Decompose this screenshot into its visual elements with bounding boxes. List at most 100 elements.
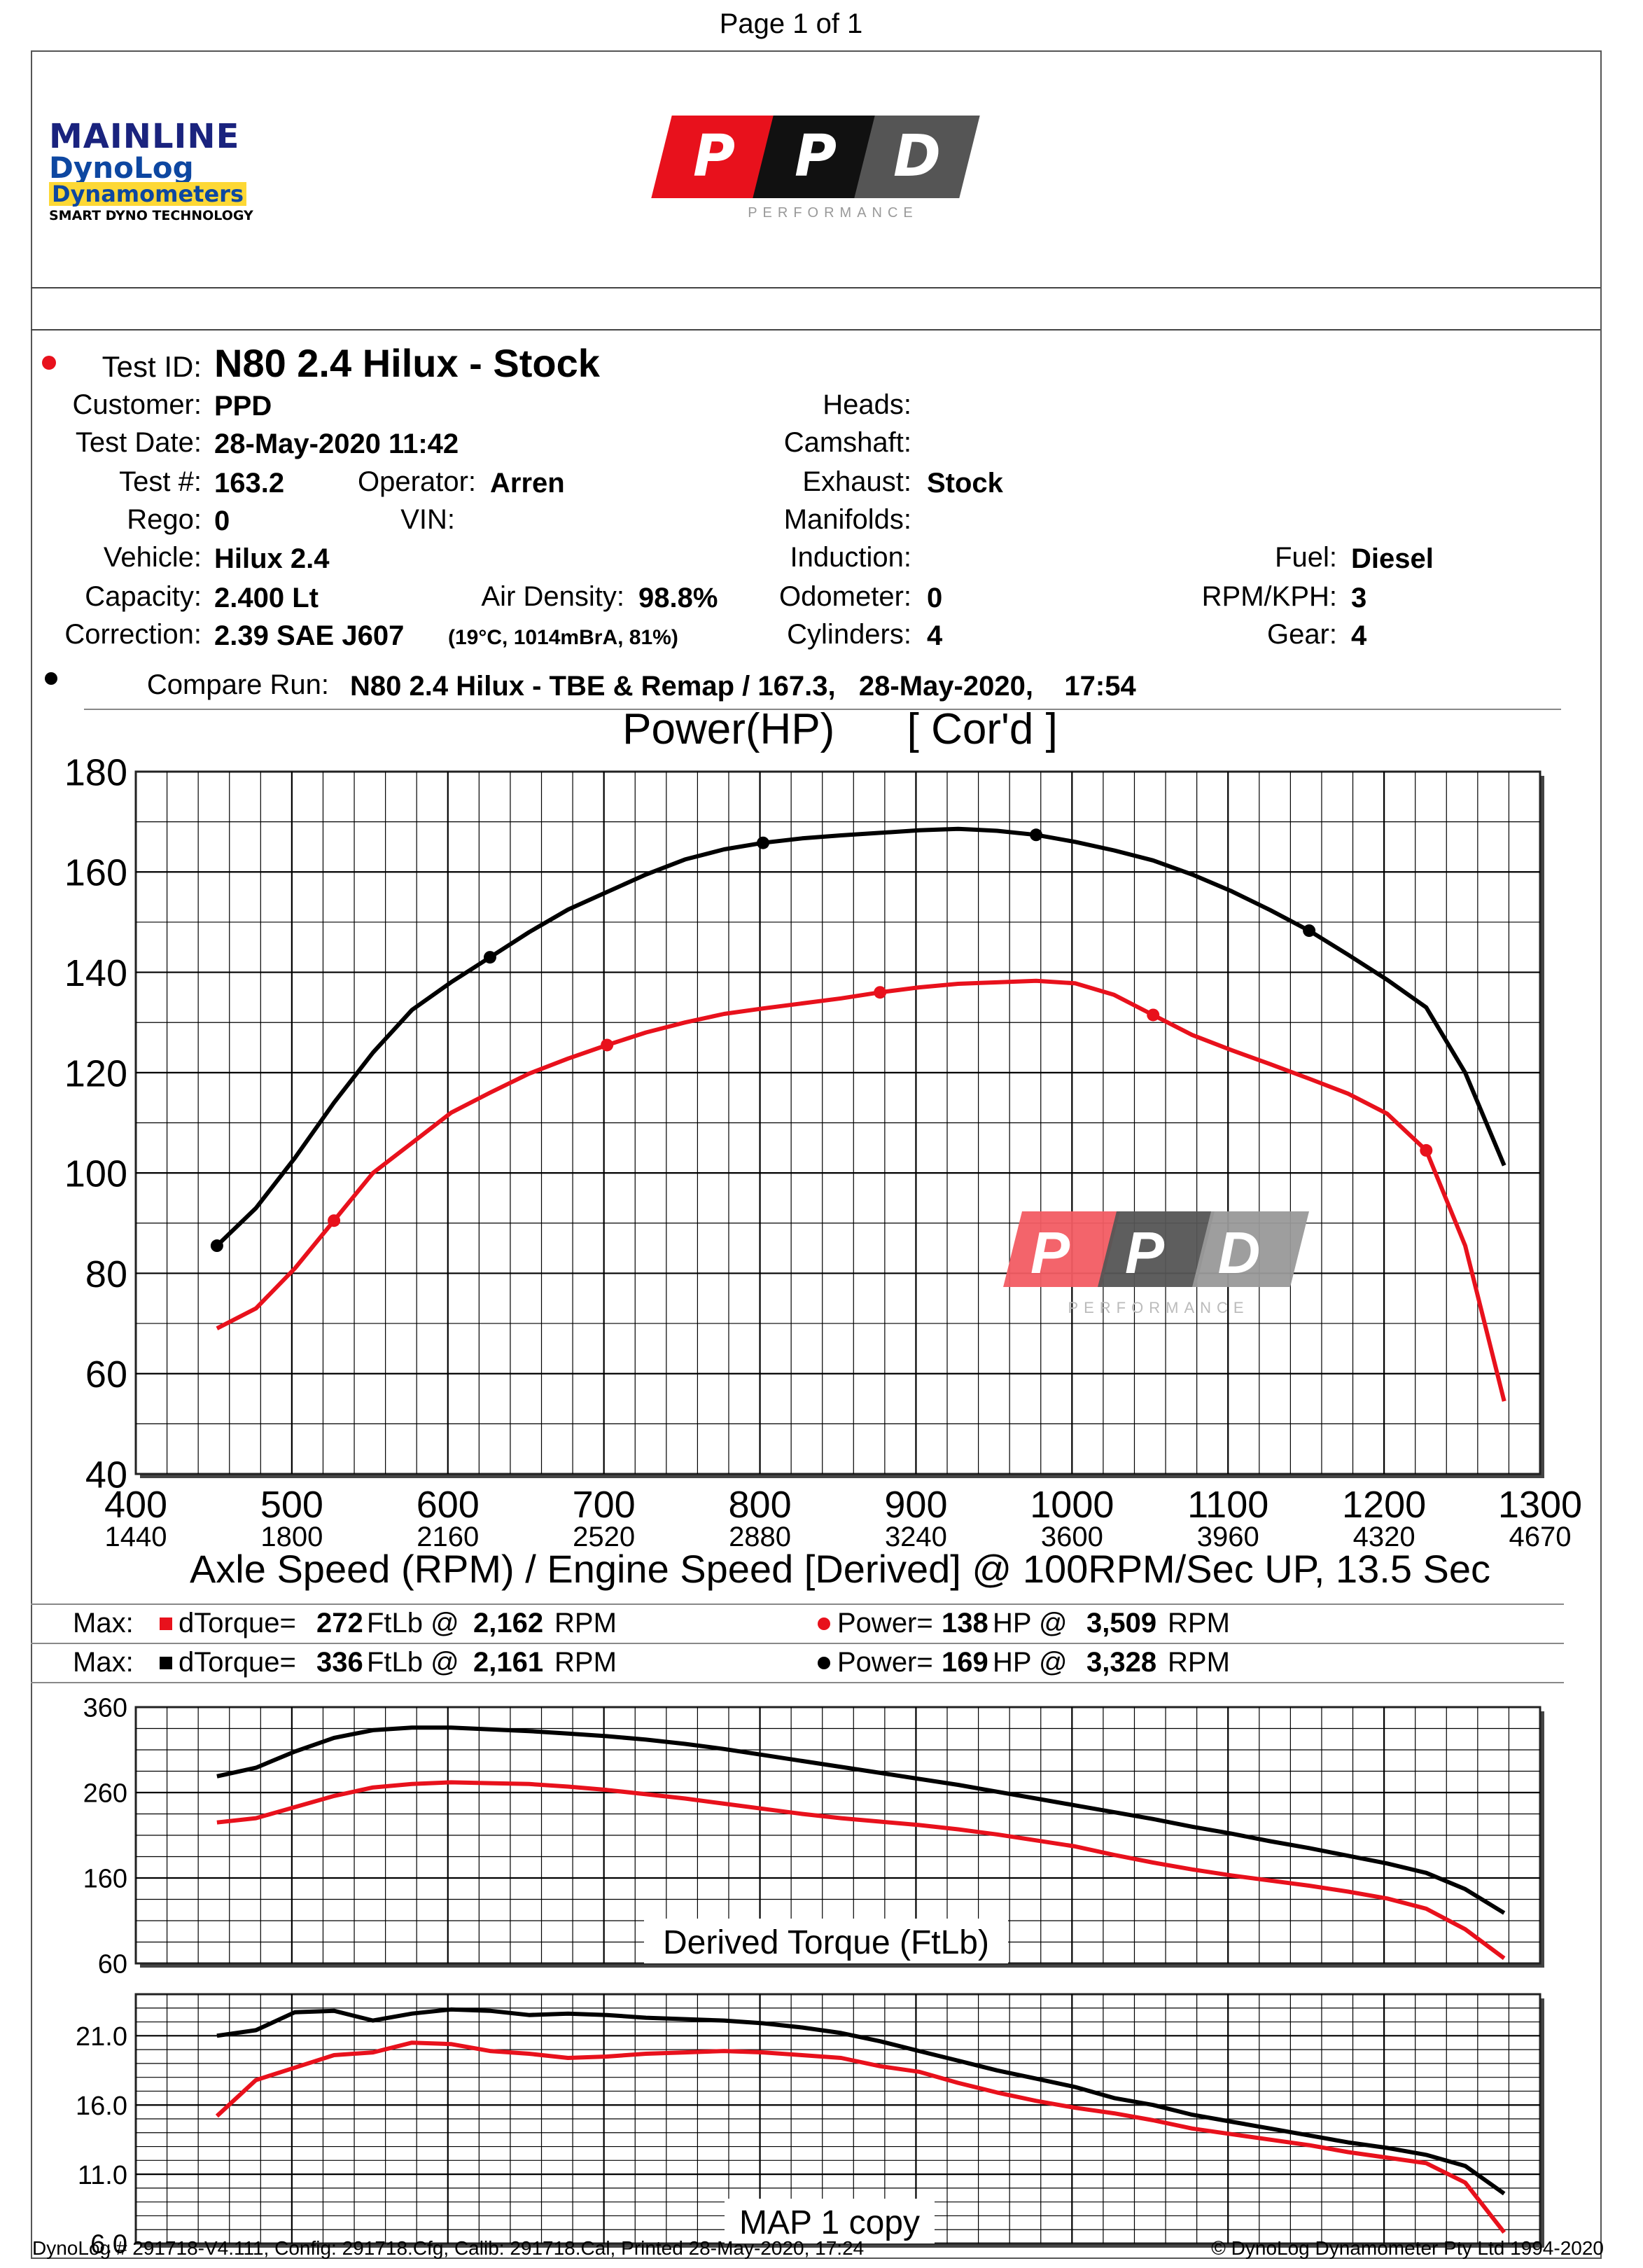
torque-chart: 60 160 260 360 Derived Torque (FtLb) [83,1695,1544,1975]
operator-value: Arren [490,468,565,499]
y-tick-label: 21.0 [76,2022,127,2052]
gear-value: 4 [1351,620,1367,651]
y-tick-label: 360 [83,1695,127,1723]
vehicle-label: Vehicle: [103,542,202,573]
summary-tq-rpm-unit-2: RPM [554,1647,617,1678]
compare-run-value: N80 2.4 Hilux - TBE & Remap / 167.3, 28-… [350,671,1136,702]
y-tick-label: 160 [64,852,127,894]
x-tick-label: 1300 [1498,1484,1582,1526]
summary-tq-rpm-1: 2,162 [473,1608,544,1639]
mainline-dynolog-logo: MAINLINE DynoLog Dynamometers SMART DYNO… [49,119,259,225]
correction-note: (19°C, 1014mBrA, 81%) [448,626,678,649]
x-tick-label: 700 [573,1484,636,1526]
series-marker [757,836,770,849]
customer-value: PPD [214,391,272,422]
rego-label: Rego: [127,504,202,535]
summary-tq-val-1: 272 [316,1608,363,1639]
header-frame [31,50,1602,2259]
ppd-performance-text: PERFORMANCE [748,205,918,221]
logo-line4: SMART DYNO TECHNOLOGY [49,208,253,223]
map-chart: 6.0 11.0 16.0 21.0 MAP 1 copy [76,1993,1544,2255]
x-tick-label: 1100 [1187,1484,1268,1526]
x-tick-label: 1000 [1030,1484,1114,1526]
series-marker [1420,1143,1433,1157]
operator-label: Operator: [358,466,476,497]
air-density-value: 98.8% [638,583,718,613]
watermark-performance: PERFORMANCE [1068,1299,1249,1316]
gear-label: Gear: [1266,619,1337,650]
rego-value: 0 [214,506,230,536]
summary-tq-unit-2: FtLb @ [367,1647,459,1678]
correction-label: Correction: [64,619,202,650]
power-chart-title: Power(HP) [ Cor'd ] [622,707,1058,753]
map-chart-title: MAP 1 copy [739,2204,920,2241]
series-marker [1147,1008,1160,1022]
summary-pw-rpm-1: 3,509 [1086,1608,1157,1639]
x-tick-label: 800 [729,1484,792,1526]
summary-dot-red [818,1617,830,1630]
page-label: Page 1 of 1 [719,8,863,39]
summary-tq-unit-1: FtLb @ [367,1608,459,1639]
y-tick-label: 60 [98,1950,127,1975]
fuel-label: Fuel: [1275,542,1337,573]
x2-tick-label: 3960 [1197,1522,1259,1552]
summary-tq-rpm-unit-1: RPM [554,1608,617,1639]
series-line-black [216,2007,1506,2196]
y-tick-label: 60 [85,1354,127,1396]
heads-label: Heads: [823,389,911,420]
series-line-red [215,2040,1506,2234]
x-tick-label: 500 [260,1484,323,1526]
summary-tq-label-2: dTorque= [179,1647,296,1678]
header-divider [31,287,1600,288]
watermark-letter-1: P [1030,1220,1070,1286]
summary-row-1: Max: dTorque= 272 FtLb @ 2,162 RPM Power… [0,1608,1643,1643]
watermark-box-3 [1192,1211,1309,1287]
summary-tq-label-1: dTorque= [179,1608,296,1639]
x2-tick-label: 2160 [417,1522,479,1552]
ppd-letter-3: D [893,123,942,190]
y-tick-label: 80 [85,1253,127,1295]
y-tick-label: 140 [64,952,127,994]
summary-max-label-2: Max: [73,1647,134,1678]
series-marker [1303,924,1316,938]
summary-pw-rpm-2: 3,328 [1086,1647,1157,1678]
x2-tick-label: 1440 [105,1522,167,1552]
ppd-logo: P P D PERFORMANCE [651,116,991,228]
cylinders-value: 4 [927,620,943,651]
summary-tq-rpm-2: 2,161 [473,1647,544,1678]
rpm-kph-label: RPM/KPH: [1201,581,1337,612]
cylinders-label: Cylinders: [787,619,911,650]
customer-label: Customer: [72,389,202,420]
footer-right: © DynoLog Dynamometer Pty Ltd 1994-2020 [1211,2237,1604,2259]
odometer-value: 0 [927,583,943,613]
ppd-watermark: P P D PERFORMANCE [1003,1211,1309,1316]
series-marker [874,986,887,999]
induction-label: Induction: [790,542,911,573]
header-divider-2 [31,329,1600,331]
test-num-label: Test #: [119,466,202,497]
test-id: N80 2.4 Hilux - Stock [214,341,600,385]
logo-line3: Dynamometers [49,182,246,206]
air-density-label: Air Density: [481,581,625,612]
exhaust-label: Exhaust: [802,466,911,497]
compare-black-dot [45,672,57,685]
y-tick-label: 6.0 [90,2230,127,2255]
y-tick-label: 40 [85,1454,127,1496]
series-marker [328,1214,341,1227]
ppd-letter-2: P [794,123,837,190]
series-line-red [216,1780,1506,1961]
summary-square-black [160,1657,172,1669]
test-id-label: Test ID: [102,350,202,383]
summary-pw-unit-1: HP @ [993,1608,1068,1639]
y-tick-label: 120 [64,1052,127,1094]
series-line-black [215,826,1506,1248]
x-tick-label: 1200 [1342,1484,1426,1526]
vin-label: VIN: [400,504,455,535]
rpm-kph-value: 3 [1351,583,1367,613]
x2-tick-label: 1800 [260,1522,323,1552]
y-tick-label: 11.0 [78,2161,127,2190]
summary-pw-rpm-unit-2: RPM [1168,1647,1230,1678]
summary-pw-unit-2: HP @ [993,1647,1068,1678]
summary-top-line [31,1603,1564,1605]
y-tick-label: 180 [64,751,127,793]
